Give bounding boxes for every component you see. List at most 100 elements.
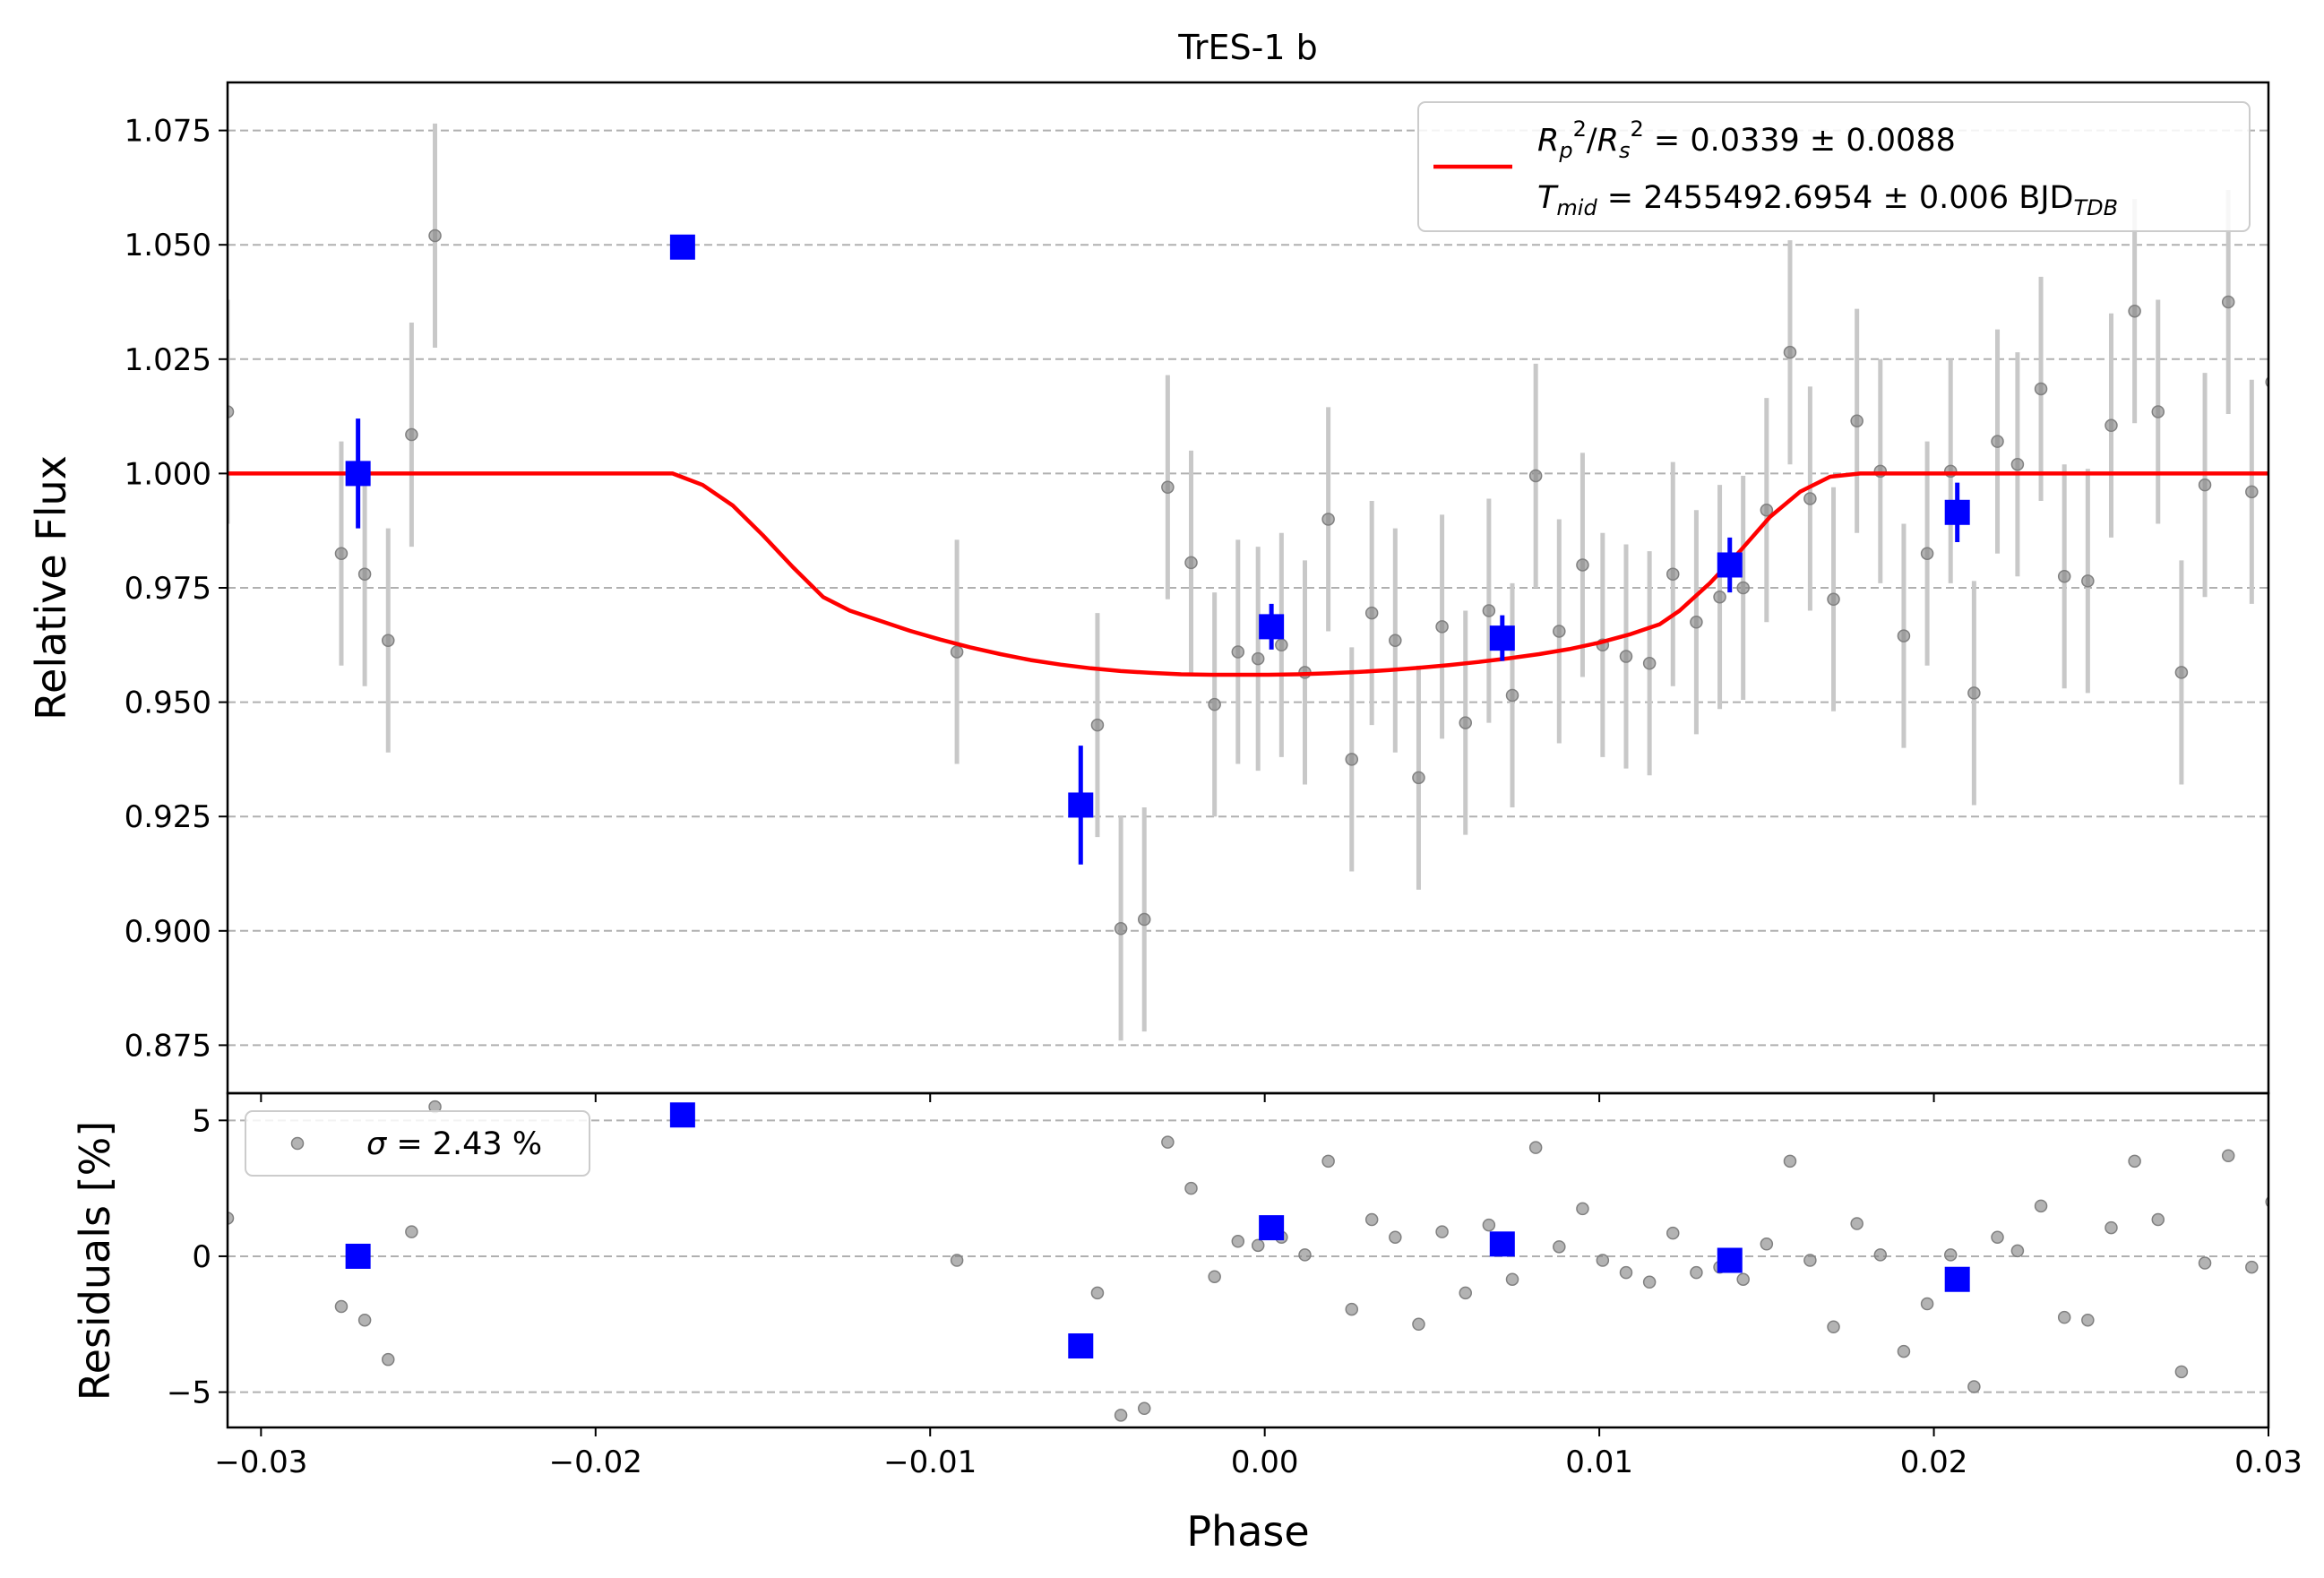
legend-t-symbol: T	[1537, 180, 1559, 216]
raw-residual-point	[1137, 1401, 1151, 1416]
raw-point	[2128, 304, 2141, 318]
binned-residual-point	[669, 1102, 695, 1128]
raw-point	[428, 229, 442, 243]
legend-rp-symbol: R	[1537, 123, 1559, 159]
x-tick-label: 0.00	[1231, 1444, 1299, 1480]
raw-residual-point	[2034, 1199, 2048, 1213]
raw-point	[1184, 556, 1198, 570]
raw-residual-point	[2221, 1149, 2235, 1162]
raw-point	[357, 567, 372, 581]
raw-point	[1920, 547, 1934, 560]
raw-residual-point	[1827, 1320, 1840, 1334]
raw-residual-point	[1576, 1202, 1589, 1216]
sigma-symbol: σ	[366, 1126, 388, 1162]
flux-y-tick-label: 1.000	[125, 456, 211, 492]
raw-point	[1208, 697, 1221, 711]
raw-point	[950, 645, 964, 659]
raw-point	[2105, 418, 2118, 433]
raw-residual-point	[1666, 1226, 1680, 1240]
raw-residual-point	[1873, 1248, 1888, 1262]
raw-point	[2034, 382, 2048, 396]
raw-point	[1137, 912, 1151, 927]
flux-y-tick-label: 0.975	[125, 571, 211, 607]
raw-point	[1553, 625, 1566, 638]
binned-point	[1717, 552, 1743, 578]
raw-point	[1713, 590, 1726, 604]
residuals-y-ticks: −5 0 5	[167, 1103, 228, 1411]
raw-residual-point	[1596, 1254, 1610, 1267]
binned-residual-point	[1944, 1266, 1970, 1292]
binned-point	[1259, 614, 1285, 640]
raw-point	[1435, 620, 1449, 634]
raw-point	[1090, 718, 1105, 732]
raw-residual-point	[1690, 1265, 1703, 1280]
binned-point	[1944, 499, 1970, 525]
binned-residual-point	[345, 1243, 371, 1269]
chart-title: TrES-1 b	[1177, 28, 1317, 67]
raw-point	[1528, 469, 1543, 483]
raw-residual-point	[228, 1212, 235, 1225]
raw-residual-point	[1897, 1344, 1911, 1358]
x-tick-label: 0.03	[2234, 1444, 2302, 1480]
raw-residual-point	[2105, 1220, 2118, 1235]
x-tick-label: −0.01	[883, 1444, 977, 1480]
raw-point	[1482, 604, 1496, 617]
raw-point	[1783, 345, 1797, 359]
raw-residual-point	[1459, 1286, 1472, 1300]
raw-point	[2174, 666, 2189, 679]
raw-residual-point	[1943, 1248, 1958, 1262]
legend-rp-sub: p	[1558, 138, 1572, 163]
binned-point	[1489, 625, 1515, 651]
raw-residual-point	[1345, 1302, 1359, 1316]
raw-point	[1275, 638, 1288, 652]
residuals-x-ticks: −0.03 −0.02 −0.01 0.00 0.01 0.02 0.03	[214, 1427, 2302, 1480]
raw-point	[382, 634, 395, 647]
x-tick-label: 0.02	[1900, 1444, 1968, 1480]
raw-point	[2081, 574, 2095, 588]
raw-residual-point	[1920, 1297, 1934, 1311]
residuals-y-tick-label: 5	[192, 1103, 211, 1139]
residuals-legend-marker	[290, 1136, 305, 1151]
x-tick-label: −0.02	[549, 1444, 642, 1480]
flux-y-tick-label: 0.950	[125, 686, 211, 721]
legend-entry-radius-ratio: Rp2/Rs2 = 0.0339 ± 0.0088	[1537, 116, 1956, 163]
raw-point	[1736, 581, 1750, 595]
flux-y-tick-label: 1.075	[125, 114, 211, 150]
flux-y-tick-label: 0.900	[125, 914, 211, 950]
raw-residual-point	[1114, 1409, 1128, 1422]
residuals-y-tick-label: 0	[192, 1239, 211, 1275]
x-tick-label: 0.01	[1565, 1444, 1633, 1480]
raw-residual-point	[1736, 1272, 1750, 1286]
raw-residual-point	[950, 1254, 964, 1267]
legend-tmid-value: = 2455492.6954 ± 0.006 BJD	[1597, 180, 2074, 216]
raw-residual-point	[1642, 1275, 1657, 1289]
raw-residual-point	[1553, 1240, 1566, 1254]
raw-point	[1850, 414, 1864, 427]
residuals-plot-area	[228, 1099, 2268, 1422]
flux-y-tick-label: 1.025	[125, 342, 211, 378]
raw-residual-point	[1161, 1135, 1175, 1149]
residuals-y-tick-label: −5	[167, 1375, 211, 1411]
transit-model-curve	[228, 471, 2268, 677]
raw-point	[1364, 606, 1379, 620]
raw-residual-point	[1298, 1248, 1312, 1262]
legend-entry-tmid: Tmid = 2455492.6954 ± 0.006 BJDTDB	[1537, 180, 2118, 220]
raw-residual-point	[2081, 1313, 2095, 1327]
flux-plot-area	[228, 123, 2268, 1041]
raw-point	[1231, 645, 1245, 659]
raw-point	[1642, 656, 1657, 670]
flux-panel: TrES-1 b 0.875 0.900 0.925 0.950 0.975 1.000 1…	[27, 28, 2270, 1102]
raw-residual-point	[1208, 1270, 1221, 1283]
flux-y-tick-label: 0.925	[125, 799, 211, 835]
raw-residual-point	[2151, 1212, 2165, 1227]
raw-point	[1576, 558, 1589, 572]
raw-point	[2245, 485, 2259, 499]
binned-point	[669, 234, 695, 260]
binned-point	[1068, 792, 1094, 818]
raw-point	[2198, 478, 2212, 492]
raw-residual-point	[382, 1352, 395, 1367]
raw-point	[1803, 492, 1817, 505]
raw-residual-point	[1991, 1230, 2004, 1244]
binned-residual-point	[1259, 1215, 1285, 1241]
